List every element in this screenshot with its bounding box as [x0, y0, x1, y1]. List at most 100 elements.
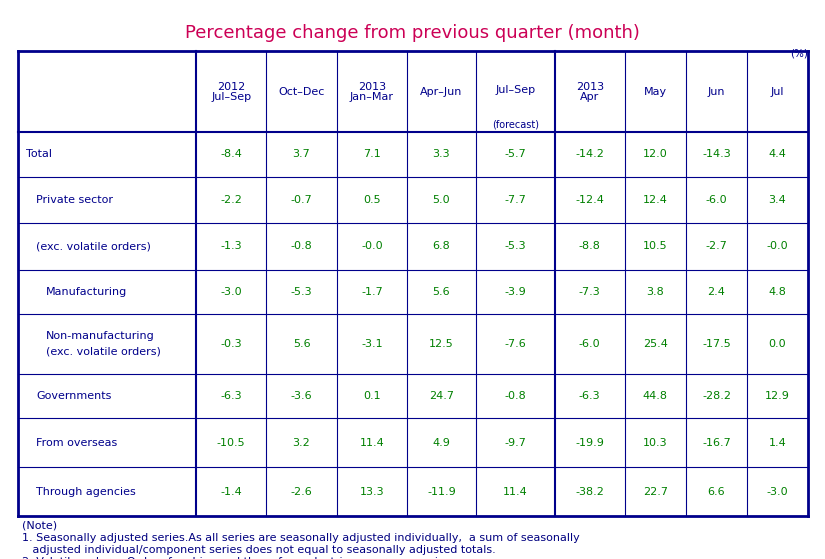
Text: 12.9: 12.9 — [765, 391, 790, 401]
Text: 0.0: 0.0 — [769, 339, 786, 349]
Text: -3.1: -3.1 — [361, 339, 383, 349]
Text: -1.4: -1.4 — [220, 486, 242, 496]
Text: -5.3: -5.3 — [504, 241, 526, 252]
Text: -3.6: -3.6 — [290, 391, 313, 401]
Text: -3.9: -3.9 — [504, 287, 526, 297]
Text: Percentage change from previous quarter (month): Percentage change from previous quarter … — [185, 24, 639, 42]
Text: -0.8: -0.8 — [504, 391, 526, 401]
Text: 3.8: 3.8 — [647, 287, 664, 297]
Text: Through agencies: Through agencies — [36, 486, 136, 496]
Text: 12.4: 12.4 — [643, 195, 668, 205]
Text: -8.4: -8.4 — [220, 149, 242, 159]
Text: 2012: 2012 — [217, 82, 245, 92]
Text: 3.2: 3.2 — [293, 438, 310, 448]
Text: Jul–Sep: Jul–Sep — [495, 84, 535, 94]
Text: -11.9: -11.9 — [427, 486, 455, 496]
Text: 1. Seasonally adjusted series.As all series are seasonally adjusted individually: 1. Seasonally adjusted series.As all ser… — [22, 533, 580, 543]
Text: -5.7: -5.7 — [504, 149, 526, 159]
Text: Apr: Apr — [580, 92, 599, 102]
Text: Jul–Sep: Jul–Sep — [211, 92, 252, 102]
Text: -12.4: -12.4 — [575, 195, 604, 205]
Text: -5.3: -5.3 — [290, 287, 313, 297]
Text: Private sector: Private sector — [36, 195, 113, 205]
Text: -7.3: -7.3 — [579, 287, 601, 297]
Text: (Note): (Note) — [22, 521, 57, 531]
Text: -3.0: -3.0 — [766, 486, 789, 496]
Text: 24.7: 24.7 — [429, 391, 454, 401]
Text: -6.3: -6.3 — [220, 391, 242, 401]
Text: 7.1: 7.1 — [363, 149, 381, 159]
Text: -0.0: -0.0 — [766, 241, 789, 252]
Text: -19.9: -19.9 — [575, 438, 604, 448]
Text: (%): (%) — [790, 48, 808, 58]
Text: 13.3: 13.3 — [360, 486, 384, 496]
Text: -0.0: -0.0 — [361, 241, 383, 252]
Text: May: May — [644, 87, 667, 97]
Text: Jun: Jun — [708, 87, 725, 97]
Text: 25.4: 25.4 — [643, 339, 668, 349]
Text: Jul: Jul — [771, 87, 785, 97]
Text: 10.3: 10.3 — [644, 438, 667, 448]
Text: -17.5: -17.5 — [702, 339, 731, 349]
Text: 6.8: 6.8 — [432, 241, 450, 252]
Text: -14.2: -14.2 — [575, 149, 604, 159]
Text: -6.0: -6.0 — [579, 339, 601, 349]
Text: adjusted individual/component series does not equal to seasonally adjusted total: adjusted individual/component series doe… — [22, 545, 496, 555]
Text: (forecast): (forecast) — [492, 120, 539, 129]
Text: -10.5: -10.5 — [217, 438, 246, 448]
Text: Oct–Dec: Oct–Dec — [278, 87, 325, 97]
Text: (exc. volatile orders): (exc. volatile orders) — [46, 347, 161, 357]
Text: -9.7: -9.7 — [504, 438, 526, 448]
Text: -1.3: -1.3 — [220, 241, 242, 252]
Text: -14.3: -14.3 — [702, 149, 731, 159]
Text: 5.0: 5.0 — [432, 195, 450, 205]
Text: 10.5: 10.5 — [644, 241, 667, 252]
Text: 11.4: 11.4 — [502, 486, 527, 496]
Text: (exc. volatile orders): (exc. volatile orders) — [36, 241, 151, 252]
Text: 0.1: 0.1 — [363, 391, 380, 401]
Text: -7.6: -7.6 — [504, 339, 526, 349]
Text: -6.0: -6.0 — [705, 195, 728, 205]
Text: -0.7: -0.7 — [290, 195, 313, 205]
Text: Non-manufacturing: Non-manufacturing — [46, 331, 155, 341]
Text: -2.7: -2.7 — [705, 241, 728, 252]
Text: Governments: Governments — [36, 391, 111, 401]
Text: -7.7: -7.7 — [504, 195, 526, 205]
Text: -16.7: -16.7 — [702, 438, 731, 448]
Text: 5.6: 5.6 — [432, 287, 450, 297]
Text: 4.9: 4.9 — [432, 438, 450, 448]
Text: 2. Volatile orders : Orders for ships and those from electric power companies.: 2. Volatile orders : Orders for ships an… — [22, 557, 455, 559]
Text: 3.7: 3.7 — [293, 149, 310, 159]
Text: -8.8: -8.8 — [579, 241, 601, 252]
Text: Jan–Mar: Jan–Mar — [350, 92, 394, 102]
Text: -1.7: -1.7 — [361, 287, 383, 297]
Text: 1.4: 1.4 — [769, 438, 786, 448]
Text: 44.8: 44.8 — [643, 391, 668, 401]
Text: Apr–Jun: Apr–Jun — [420, 87, 463, 97]
Text: 3.4: 3.4 — [769, 195, 786, 205]
Text: -6.3: -6.3 — [579, 391, 601, 401]
Text: 11.4: 11.4 — [360, 438, 384, 448]
Text: 4.4: 4.4 — [769, 149, 786, 159]
Text: -38.2: -38.2 — [575, 486, 604, 496]
Text: 12.0: 12.0 — [643, 149, 667, 159]
Text: 12.5: 12.5 — [429, 339, 454, 349]
Text: 5.6: 5.6 — [293, 339, 310, 349]
Text: -2.6: -2.6 — [290, 486, 313, 496]
Text: 22.7: 22.7 — [643, 486, 668, 496]
Text: 0.5: 0.5 — [363, 195, 380, 205]
Text: -0.3: -0.3 — [220, 339, 242, 349]
Text: 4.8: 4.8 — [769, 287, 786, 297]
Text: -3.0: -3.0 — [220, 287, 242, 297]
Text: 2013: 2013 — [576, 82, 604, 92]
Text: -28.2: -28.2 — [702, 391, 731, 401]
Text: -0.8: -0.8 — [290, 241, 313, 252]
Text: From overseas: From overseas — [36, 438, 117, 448]
Text: 2013: 2013 — [358, 82, 386, 92]
Text: Total: Total — [26, 149, 52, 159]
Text: 2.4: 2.4 — [708, 287, 725, 297]
Text: Manufacturing: Manufacturing — [46, 287, 127, 297]
Text: -2.2: -2.2 — [220, 195, 242, 205]
Text: 3.3: 3.3 — [432, 149, 450, 159]
Text: 6.6: 6.6 — [708, 486, 725, 496]
